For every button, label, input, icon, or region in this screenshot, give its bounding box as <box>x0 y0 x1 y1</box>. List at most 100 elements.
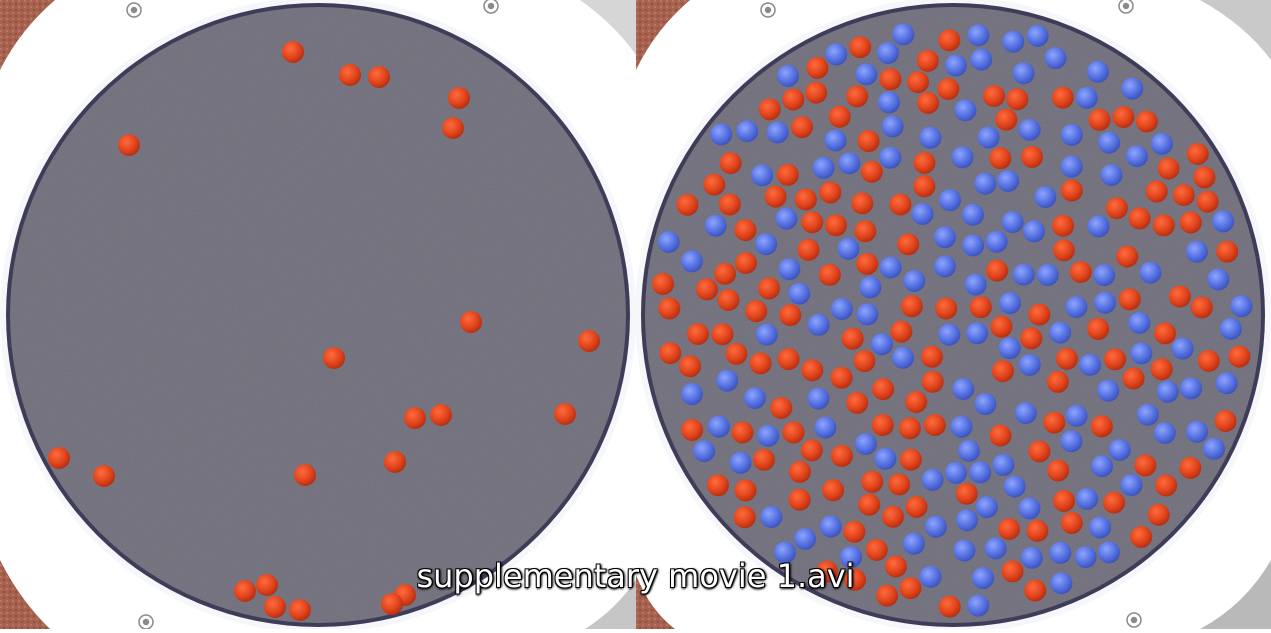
red-sphere <box>256 574 278 596</box>
red-sphere <box>1197 349 1220 372</box>
red-sphere <box>658 297 681 320</box>
red-sphere <box>830 444 853 467</box>
blue-sphere <box>1153 422 1176 444</box>
blue-sphere <box>681 383 703 406</box>
red-sphere <box>818 263 841 286</box>
blue-sphere <box>704 214 727 237</box>
red-sphere <box>844 568 866 591</box>
blue-sphere <box>933 255 956 278</box>
blue-sphere <box>778 258 801 281</box>
blue-sphere <box>1219 317 1242 340</box>
red-sphere <box>1028 440 1051 463</box>
red-sphere <box>734 219 757 242</box>
red-sphere <box>1168 285 1191 308</box>
red-sphere <box>1118 288 1141 311</box>
red-sphere <box>856 252 879 275</box>
blue-sphere <box>879 256 902 279</box>
blue-sphere <box>1079 353 1102 376</box>
blue-sphere <box>657 231 680 253</box>
blue-sphere <box>970 48 993 71</box>
blue-sphere <box>984 537 1007 560</box>
blue-sphere <box>856 303 879 326</box>
red-sphere <box>907 71 929 94</box>
blue-sphere <box>977 126 1000 149</box>
red-sphere <box>696 278 718 301</box>
blue-sphere <box>950 415 973 438</box>
blue-sphere <box>830 298 853 320</box>
red-sphere <box>323 347 345 369</box>
red-sphere <box>777 348 800 371</box>
blue-sphere <box>1207 268 1230 291</box>
blue-sphere <box>874 447 897 470</box>
blue-sphere <box>840 546 863 568</box>
red-sphere <box>989 147 1012 170</box>
red-sphere <box>938 595 961 618</box>
red-sphere <box>841 327 864 350</box>
blue-sphere <box>879 146 902 169</box>
red-sphere <box>1088 108 1111 131</box>
red-sphere <box>1135 110 1158 133</box>
red-sphere <box>846 85 869 108</box>
red-sphere <box>1196 190 1219 213</box>
red-sphere <box>1154 322 1176 345</box>
blue-sphere <box>838 152 861 175</box>
blue-sphere <box>757 424 780 447</box>
red-sphere <box>1104 348 1127 371</box>
blue-sphere <box>807 313 830 336</box>
red-sphere <box>995 108 1018 131</box>
red-sphere <box>819 181 842 204</box>
blue-sphere <box>1091 455 1113 478</box>
blue-sphere <box>760 506 783 528</box>
red-sphere <box>843 520 866 543</box>
blue-sphere <box>1086 60 1109 83</box>
blue-sphere <box>975 496 998 519</box>
blue-sphere <box>729 451 752 474</box>
blue-sphere <box>1023 220 1045 243</box>
blue-sphere <box>1060 123 1083 146</box>
red-sphere <box>1228 345 1251 368</box>
red-sphere <box>861 470 884 493</box>
blue-sphere <box>1203 437 1225 460</box>
red-sphere <box>714 262 736 285</box>
red-sphere <box>923 414 946 436</box>
blue-sphere <box>1001 211 1024 234</box>
red-sphere <box>897 233 920 256</box>
blue-sphere <box>1150 132 1173 155</box>
blue-sphere <box>944 54 967 77</box>
red-sphere <box>917 91 940 114</box>
red-sphere <box>1130 525 1153 548</box>
blue-sphere <box>1180 377 1203 400</box>
blue-sphere <box>972 567 994 590</box>
red-sphere <box>791 116 813 139</box>
blue-sphere <box>788 282 811 305</box>
red-sphere <box>1052 239 1075 262</box>
red-sphere <box>48 447 70 469</box>
red-sphere <box>1157 157 1180 180</box>
red-sphere <box>938 29 961 52</box>
red-sphere <box>659 342 682 365</box>
red-sphere <box>1145 180 1168 203</box>
red-sphere <box>758 277 780 300</box>
red-sphere <box>442 117 464 139</box>
blue-sphere <box>1002 30 1025 53</box>
red-sphere <box>1052 214 1075 237</box>
red-sphere <box>294 464 316 486</box>
red-sphere <box>681 419 704 441</box>
red-sphere <box>1069 261 1092 283</box>
red-sphere <box>717 289 740 311</box>
blue-sphere <box>1018 497 1041 520</box>
red-sphere <box>871 414 894 436</box>
red-sphere <box>1134 454 1157 477</box>
red-sphere <box>1028 303 1051 326</box>
blue-sphere <box>755 233 778 256</box>
red-sphere <box>881 505 904 528</box>
video-caption: supplementary movie 1.avi <box>416 557 855 595</box>
red-sphere <box>876 584 899 607</box>
red-sphere <box>1216 240 1239 263</box>
blue-sphere <box>966 322 989 345</box>
blue-sphere <box>1020 546 1043 569</box>
blue-sphere <box>1230 295 1253 318</box>
blue-sphere <box>1074 546 1097 569</box>
red-sphere <box>857 130 880 153</box>
red-sphere <box>899 448 922 471</box>
